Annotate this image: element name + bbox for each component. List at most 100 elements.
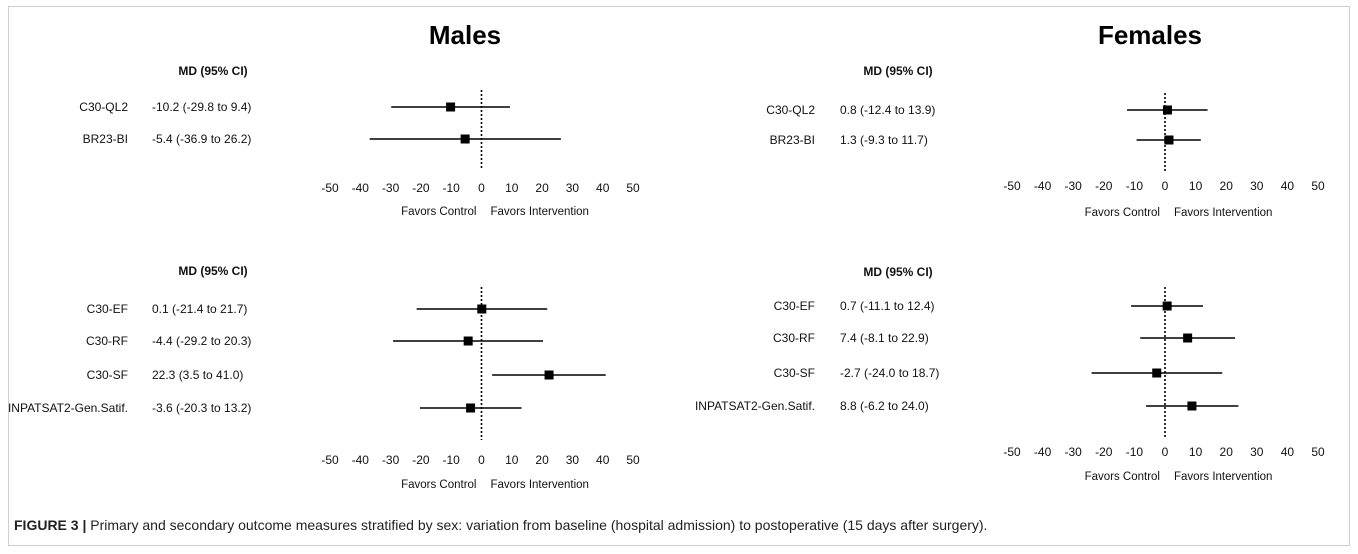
point-estimate-marker <box>1163 106 1172 115</box>
x-tick-label: -40 <box>352 181 370 195</box>
x-tick-label: 0 <box>478 453 485 467</box>
outcome-label: C30-SF <box>87 368 128 382</box>
outcome-label: C30-QL2 <box>79 100 128 114</box>
x-tick-label: 40 <box>1281 445 1295 459</box>
md-ci-header: MD (95% CI) <box>863 64 932 78</box>
favors-intervention-label: Favors Intervention <box>1174 471 1272 483</box>
x-tick-label: 40 <box>596 453 610 467</box>
outcome-label: INPATSAT2-Gen.Satif. <box>8 401 128 415</box>
md-ci-value: -3.6 (-20.3 to 13.2) <box>152 401 251 415</box>
x-tick-label: -20 <box>1095 179 1113 193</box>
x-tick-label: -40 <box>1034 179 1052 193</box>
outcome-label: C30-RF <box>773 331 815 345</box>
males-title: Males <box>429 20 501 50</box>
point-estimate-marker <box>461 135 470 144</box>
point-estimate-marker <box>477 305 486 314</box>
x-tick-label: 10 <box>505 181 519 195</box>
x-tick-label: 20 <box>1220 179 1234 193</box>
x-tick-label: 10 <box>505 453 519 467</box>
md-ci-value: -4.4 (-29.2 to 20.3) <box>152 334 251 348</box>
x-tick-label: 30 <box>566 453 580 467</box>
x-tick-label: 50 <box>1311 179 1325 193</box>
x-tick-label: 30 <box>566 181 580 195</box>
x-tick-label: -50 <box>321 453 339 467</box>
figure-caption: FIGURE 3 | Primary and secondary outcome… <box>14 517 1344 533</box>
md-ci-value: -2.7 (-24.0 to 18.7) <box>840 366 939 380</box>
forest-panel-females-primary: MD (95% CI) C30-QL2 0.8 (-12.4 to 13.9) BR2… <box>766 64 1325 219</box>
x-tick-label: -40 <box>352 453 370 467</box>
point-estimate-marker <box>1183 334 1192 343</box>
x-tick-label: -30 <box>382 453 400 467</box>
x-tick-label: -50 <box>321 181 339 195</box>
outcome-label: C30-EF <box>774 299 815 313</box>
x-tick-label: -10 <box>443 453 461 467</box>
x-tick-label: 50 <box>1311 445 1325 459</box>
x-tick-label: -20 <box>412 181 430 195</box>
md-ci-value: -10.2 (-29.8 to 9.4) <box>152 100 251 114</box>
outcome-label: C30-EF <box>87 302 128 316</box>
x-tick-label: 30 <box>1250 179 1264 193</box>
point-estimate-marker <box>1164 136 1173 145</box>
md-ci-header: MD (95% CI) <box>178 264 247 278</box>
point-estimate-marker <box>464 337 473 346</box>
x-tick-label: 50 <box>626 453 640 467</box>
x-tick-label: -50 <box>1003 179 1021 193</box>
x-tick-label: -30 <box>1065 445 1083 459</box>
md-ci-value: 0.7 (-11.1 to 12.4) <box>840 299 935 313</box>
md-ci-value: 1.3 (-9.3 to 11.7) <box>840 133 928 147</box>
x-tick-label: -50 <box>1003 445 1021 459</box>
md-ci-value: 8.8 (-6.2 to 24.0) <box>840 399 929 413</box>
outcome-label: BR23-BI <box>83 132 128 146</box>
favors-control-label: Favors Control <box>1085 471 1160 483</box>
forest-panel-males-primary: MD (95% CI) C30-QL2 -10.2 (-29.8 to 9.4) BR… <box>79 64 640 218</box>
md-ci-header: MD (95% CI) <box>863 265 932 279</box>
x-tick-label: 0 <box>478 181 485 195</box>
point-estimate-marker <box>446 103 455 112</box>
forest-panel-females-secondary: MD (95% CI) C30-EF 0.7 (-11.1 to 12.4) C30-… <box>695 265 1325 483</box>
md-ci-value: 7.4 (-8.1 to 22.9) <box>840 331 929 345</box>
x-tick-label: 20 <box>535 181 549 195</box>
x-tick-label: 10 <box>1189 179 1203 193</box>
x-tick-label: 50 <box>626 181 640 195</box>
md-ci-value: -5.4 (-36.9 to 26.2) <box>152 132 251 146</box>
x-tick-label: -20 <box>412 453 430 467</box>
x-tick-label: 20 <box>535 453 549 467</box>
outcome-label: INPATSAT2-Gen.Satif. <box>695 399 815 413</box>
outcome-label: C30-QL2 <box>766 103 815 117</box>
point-estimate-marker <box>1163 302 1172 311</box>
caption-label: FIGURE 3 | <box>14 517 86 533</box>
point-estimate-marker <box>1152 369 1161 378</box>
point-estimate-marker <box>545 371 554 380</box>
x-tick-label: -20 <box>1095 445 1113 459</box>
caption-text: Primary and secondary outcome measures s… <box>86 517 987 533</box>
females-title: Females <box>1098 20 1202 50</box>
x-tick-label: -10 <box>1126 179 1144 193</box>
x-tick-label: 0 <box>1162 445 1169 459</box>
point-estimate-marker <box>1187 402 1196 411</box>
x-tick-label: -30 <box>382 181 400 195</box>
favors-control-label: Favors Control <box>1085 207 1160 219</box>
x-tick-label: -10 <box>1126 445 1144 459</box>
outcome-label: C30-RF <box>86 334 128 348</box>
x-tick-label: -40 <box>1034 445 1052 459</box>
favors-intervention-label: Favors Intervention <box>491 206 589 218</box>
outcome-label: C30-SF <box>774 366 815 380</box>
x-tick-label: 40 <box>596 181 610 195</box>
favors-intervention-label: Favors Intervention <box>1174 207 1272 219</box>
x-tick-label: 20 <box>1220 445 1234 459</box>
favors-control-label: Favors Control <box>401 206 476 218</box>
favors-intervention-label: Favors Intervention <box>491 479 589 491</box>
x-tick-label: 30 <box>1250 445 1264 459</box>
md-ci-header: MD (95% CI) <box>178 64 247 78</box>
x-tick-label: 40 <box>1281 179 1295 193</box>
x-tick-label: -30 <box>1065 179 1083 193</box>
md-ci-value: 0.8 (-12.4 to 13.9) <box>840 103 935 117</box>
outcome-label: BR23-BI <box>770 133 815 147</box>
x-tick-label: 0 <box>1162 179 1169 193</box>
point-estimate-marker <box>466 404 475 413</box>
forest-panel-males-secondary: MD (95% CI) C30-EF 0.1 (-21.4 to 21.7) C30-… <box>8 264 640 491</box>
favors-control-label: Favors Control <box>401 479 476 491</box>
x-tick-label: -10 <box>443 181 461 195</box>
md-ci-value: 0.1 (-21.4 to 21.7) <box>152 302 247 316</box>
